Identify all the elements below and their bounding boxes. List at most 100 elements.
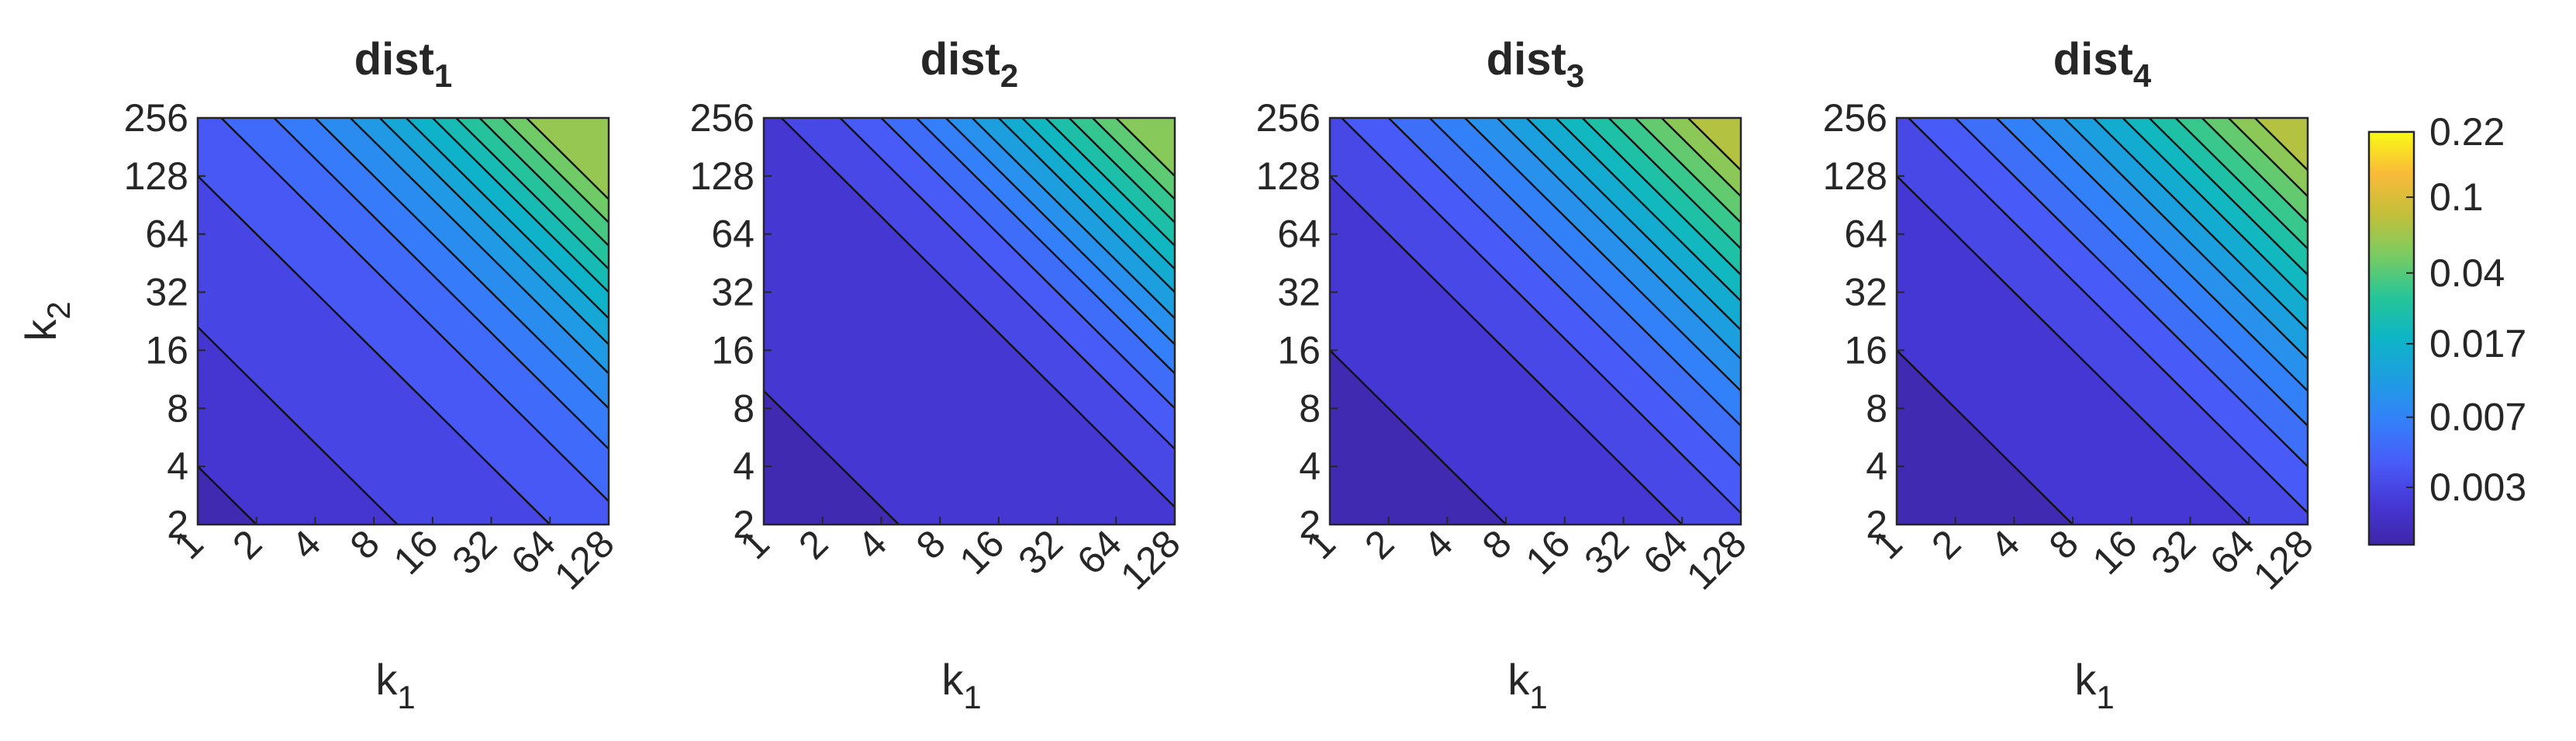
y-tick-label: 4 xyxy=(733,445,754,488)
y-tick-label: 16 xyxy=(145,328,188,372)
contour-line-1 xyxy=(1330,349,1507,525)
axes-box xyxy=(196,116,610,526)
contour-line-1 xyxy=(764,390,900,525)
x-tick-label: 2 xyxy=(1923,521,1969,567)
panel-title: dist3 xyxy=(1487,34,1584,94)
x-tick-label: 8 xyxy=(1474,521,1520,567)
y-tick-label: 256 xyxy=(690,96,754,140)
x-axis-label: k1 xyxy=(1507,655,1547,715)
contour-line-5 xyxy=(1995,118,2308,427)
x-axis-label: k1 xyxy=(2074,655,2114,715)
x-tick-label: 16 xyxy=(951,521,1013,583)
contour-line-9 xyxy=(1021,118,1175,270)
y-tick-label: 4 xyxy=(167,445,188,488)
contour-line-3 xyxy=(1908,118,2308,514)
x-tick-label: 32 xyxy=(2143,521,2204,583)
contour-line-14 xyxy=(1687,118,1741,171)
panel-title: dist4 xyxy=(2053,34,2152,94)
y-tick-label: 8 xyxy=(167,386,188,430)
colorbar-tick-label: 0.003 xyxy=(2429,466,2526,509)
contour-line-7 xyxy=(2063,118,2308,360)
contour-line-2 xyxy=(1330,175,1683,525)
contour-line-10 xyxy=(2148,118,2308,275)
contour-line-11 xyxy=(2174,118,2308,250)
axes-box xyxy=(1328,116,1742,526)
contour-line-1 xyxy=(1897,349,2074,525)
contour-line-2 xyxy=(198,326,399,525)
contour-line-9 xyxy=(1555,118,1741,302)
y-tick-label: 8 xyxy=(1866,386,1887,430)
contour-line-14 xyxy=(2254,118,2308,171)
contour-line-10 xyxy=(1045,118,1175,247)
x-tick-label: 128 xyxy=(1678,521,1755,598)
contour-line-10 xyxy=(1581,118,1741,275)
contour-line-5 xyxy=(1428,118,1741,427)
contour-line-14 xyxy=(526,118,609,200)
x-tick-label: 32 xyxy=(1576,521,1637,583)
contour-line-3 xyxy=(839,118,1175,450)
colorbar-tick-label: 0.017 xyxy=(2429,322,2526,365)
panel-title: dist1 xyxy=(354,34,452,94)
contour-line-11 xyxy=(455,118,609,270)
y-tick-label: 2 xyxy=(167,503,188,546)
contour-line-13 xyxy=(2227,118,2308,197)
contour-line-9 xyxy=(405,118,609,320)
contour-line-4 xyxy=(1387,118,1741,467)
contour-line-8 xyxy=(998,118,1175,293)
y-tick-label: 16 xyxy=(711,328,754,372)
contour-line-13 xyxy=(1660,118,1741,197)
colorbar-tick-label: 0.22 xyxy=(2429,110,2505,154)
contour-line-5 xyxy=(916,118,1175,375)
x-tick-label: 2 xyxy=(224,521,270,567)
contour-line-5 xyxy=(273,118,609,450)
contour-line-4 xyxy=(880,118,1175,410)
contour-line-11 xyxy=(1607,118,1741,250)
y-tick-label: 2 xyxy=(1866,503,1887,546)
x-tick-label: 4 xyxy=(1415,521,1461,567)
y-tick-label: 64 xyxy=(711,213,754,256)
contour-line-6 xyxy=(314,118,609,410)
colorbar: 0.22 0.1 0.04 0.017 0.007 0.003 xyxy=(2367,110,2526,546)
contour-line-9 xyxy=(2122,118,2308,302)
contour-line-4 xyxy=(220,118,609,502)
y-tick-label: 128 xyxy=(1256,154,1321,198)
x-tick-label: 4 xyxy=(849,521,895,567)
contour-line-7 xyxy=(350,118,609,375)
y-tick-label: 2 xyxy=(733,503,754,546)
contour-line-6 xyxy=(1464,118,1741,392)
x-axis-label: k1 xyxy=(375,655,415,715)
panel-title: dist2 xyxy=(920,34,1018,94)
contour-line-2 xyxy=(1897,175,2250,525)
contour-line-2 xyxy=(780,118,1175,508)
y-axis-label: k2 xyxy=(16,301,77,341)
y-tick-label: 128 xyxy=(690,154,754,198)
y-tick-label: 32 xyxy=(145,271,188,314)
contour-line-10 xyxy=(432,118,609,293)
contour-line-8 xyxy=(2092,118,2308,331)
y-tick-label: 64 xyxy=(1277,213,1321,256)
y-tick-label: 32 xyxy=(1844,271,1887,314)
y-tick-label: 64 xyxy=(145,213,188,256)
x-tick-label: 128 xyxy=(2245,521,2322,598)
y-tick-label: 32 xyxy=(1277,271,1321,314)
y-tick-label: 2 xyxy=(1299,503,1321,546)
contour-line-3 xyxy=(1341,118,1741,514)
contour-line-6 xyxy=(2031,118,2308,392)
x-tick-label: 128 xyxy=(1112,521,1189,598)
contour-line-11 xyxy=(1068,118,1175,223)
x-tick-label: 32 xyxy=(444,521,505,583)
contour-line-13 xyxy=(1115,118,1175,177)
contour-line-12 xyxy=(1092,118,1175,200)
x-tick-label: 8 xyxy=(2041,521,2087,567)
y-tick-label: 8 xyxy=(1299,386,1321,430)
contour-line-7 xyxy=(1496,118,1741,360)
x-tick-label: 16 xyxy=(1518,521,1579,583)
y-tick-label: 128 xyxy=(124,154,188,198)
axes-box xyxy=(1895,116,2309,526)
y-tick-label: 256 xyxy=(1823,96,1887,140)
contour-line-8 xyxy=(378,118,609,345)
contour-line-8 xyxy=(1525,118,1741,331)
y-tick-label: 4 xyxy=(1866,445,1887,488)
